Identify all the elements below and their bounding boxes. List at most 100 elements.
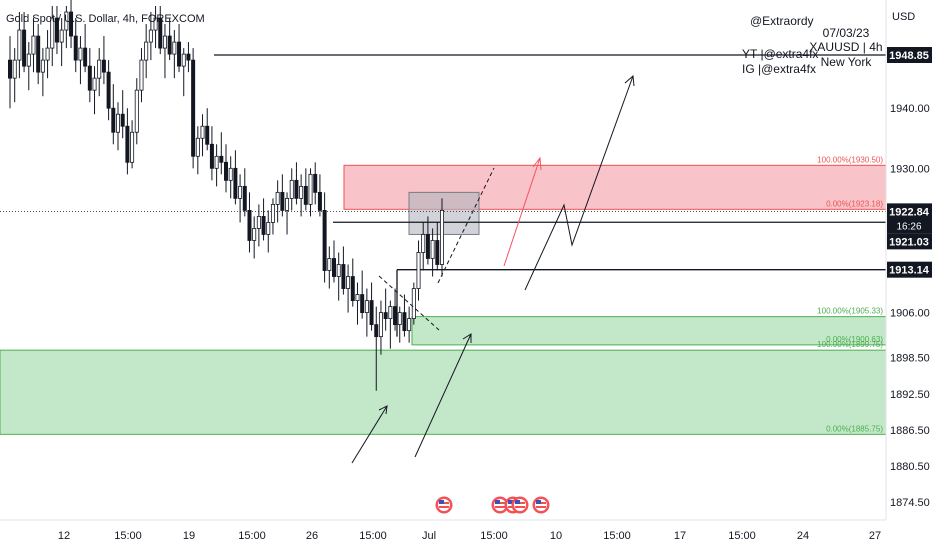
candle[interactable] (416, 240, 421, 301)
candle[interactable] (45, 30, 50, 79)
candle[interactable] (435, 222, 440, 271)
candle[interactable] (275, 180, 280, 223)
candle[interactable] (7, 36, 12, 109)
us-flag-icon[interactable] (511, 496, 529, 514)
candle[interactable] (364, 288, 369, 337)
candle[interactable] (425, 216, 430, 265)
candle[interactable] (97, 48, 102, 97)
candle[interactable] (22, 12, 27, 73)
us-flag-icon[interactable] (435, 496, 453, 514)
candle[interactable] (285, 192, 290, 235)
price-label-1913[interactable]: 1913.14 (887, 261, 932, 278)
candle[interactable] (87, 48, 92, 103)
candle[interactable] (139, 48, 144, 103)
candle[interactable] (331, 240, 336, 283)
candle[interactable] (219, 132, 224, 175)
candle[interactable] (233, 150, 238, 205)
candle[interactable] (439, 198, 444, 277)
candle[interactable] (383, 288, 388, 331)
candle[interactable] (228, 156, 233, 199)
candle[interactable] (73, 18, 78, 73)
candle[interactable] (299, 174, 304, 217)
candle[interactable] (125, 108, 130, 175)
candle[interactable] (378, 300, 383, 355)
candle[interactable] (242, 168, 247, 217)
price-label-last[interactable]: 1922.84 16:26 (887, 203, 932, 234)
candle[interactable] (317, 174, 322, 217)
candle[interactable] (158, 6, 163, 55)
candle[interactable] (327, 246, 332, 289)
candle[interactable] (106, 60, 111, 121)
candle[interactable] (247, 192, 252, 253)
candle[interactable] (64, 6, 69, 49)
candle[interactable] (355, 282, 360, 325)
red-arrow[interactable] (503, 156, 542, 267)
candle[interactable] (346, 264, 351, 313)
candle[interactable] (360, 270, 365, 319)
candle[interactable] (130, 120, 135, 169)
candle[interactable] (200, 114, 205, 157)
candle[interactable] (195, 126, 200, 175)
time-axis[interactable] (0, 520, 886, 550)
demand-zone-large[interactable] (0, 349, 887, 435)
candle[interactable] (101, 36, 106, 85)
event-markers[interactable] (435, 496, 550, 514)
candle[interactable] (36, 24, 41, 85)
candle[interactable] (336, 252, 341, 301)
candle[interactable] (303, 168, 308, 211)
candle[interactable] (294, 162, 299, 205)
candle[interactable] (31, 18, 36, 73)
candle[interactable] (374, 306, 379, 391)
arrow-left-up[interactable] (351, 405, 388, 464)
candle[interactable] (17, 12, 22, 79)
arrow-mid-up[interactable] (414, 333, 472, 458)
candle[interactable] (78, 36, 83, 85)
candle[interactable] (40, 48, 45, 97)
demand-zone-small[interactable] (411, 316, 887, 346)
candle[interactable] (177, 24, 182, 73)
candle[interactable] (238, 174, 243, 223)
candle[interactable] (172, 30, 177, 79)
candle[interactable] (289, 168, 294, 211)
candle[interactable] (54, 6, 59, 55)
candle[interactable] (205, 108, 210, 151)
candle[interactable] (144, 24, 149, 79)
candle[interactable] (308, 168, 313, 217)
candle[interactable] (411, 282, 416, 325)
candle[interactable] (186, 42, 191, 73)
candle[interactable] (83, 24, 88, 73)
candle[interactable] (214, 144, 219, 187)
us-flag-icon[interactable] (532, 496, 550, 514)
candle[interactable] (26, 42, 31, 91)
candle[interactable] (322, 192, 327, 283)
candle[interactable] (402, 294, 407, 337)
candles-layer[interactable] (7, 0, 444, 391)
candle[interactable] (430, 228, 435, 277)
candle[interactable] (252, 216, 257, 259)
candle[interactable] (153, 6, 158, 49)
candle[interactable] (92, 66, 97, 115)
candle[interactable] (397, 306, 402, 343)
candle[interactable] (191, 48, 196, 169)
candle[interactable] (120, 90, 125, 139)
candle[interactable] (148, 12, 153, 61)
candle[interactable] (134, 78, 139, 145)
candle[interactable] (350, 258, 355, 307)
candle[interactable] (181, 48, 186, 97)
dashed-trend-line[interactable] (437, 167, 495, 284)
candle[interactable] (209, 126, 214, 181)
projection-path-arrow[interactable] (524, 74, 635, 291)
candle[interactable] (50, 6, 55, 67)
candle[interactable] (280, 174, 285, 217)
candle[interactable] (59, 18, 64, 67)
currency-button[interactable]: USD (892, 11, 915, 23)
candle[interactable] (69, 0, 74, 49)
price-label-1948[interactable]: 1948.85 (887, 47, 932, 64)
candle[interactable] (270, 198, 275, 235)
candle[interactable] (407, 306, 412, 343)
candle[interactable] (223, 144, 228, 193)
candle[interactable] (167, 18, 172, 61)
candle[interactable] (111, 84, 116, 145)
candle[interactable] (421, 222, 426, 271)
